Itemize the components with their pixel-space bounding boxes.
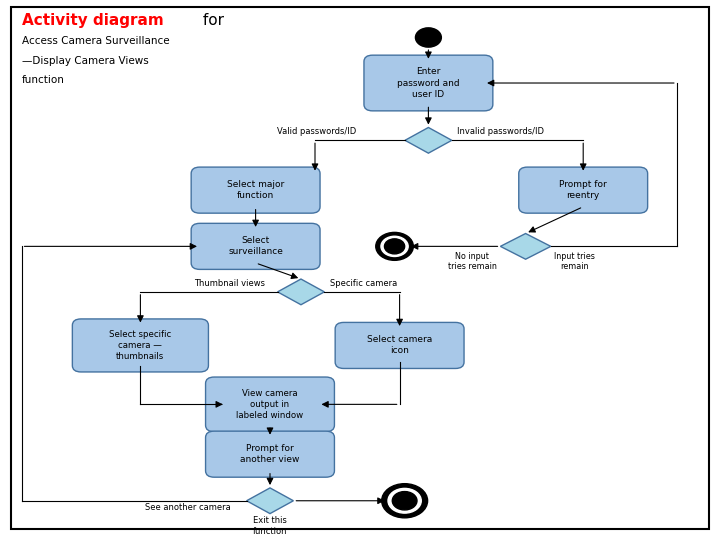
Text: Select major
function: Select major function — [227, 180, 284, 200]
Text: Invalid passwords/ID: Invalid passwords/ID — [457, 127, 544, 136]
Text: Access Camera Surveillance: Access Camera Surveillance — [22, 36, 169, 46]
Text: View camera
output in
labeled window: View camera output in labeled window — [236, 389, 304, 420]
Polygon shape — [405, 127, 452, 153]
Text: Select camera
icon: Select camera icon — [367, 335, 432, 355]
Circle shape — [376, 232, 413, 260]
FancyBboxPatch shape — [206, 431, 334, 477]
Text: Select specific
camera —
thumbnails: Select specific camera — thumbnails — [109, 330, 171, 361]
Text: Prompt for
reentry: Prompt for reentry — [559, 180, 607, 200]
Circle shape — [382, 484, 428, 518]
Text: Specific camera: Specific camera — [330, 279, 397, 288]
Text: Input tries
remain: Input tries remain — [554, 252, 595, 271]
Circle shape — [381, 236, 408, 256]
Polygon shape — [500, 233, 551, 259]
FancyBboxPatch shape — [72, 319, 209, 372]
Polygon shape — [246, 488, 294, 514]
Circle shape — [384, 239, 405, 254]
Text: See another camera: See another camera — [145, 503, 230, 512]
Text: Activity diagram: Activity diagram — [22, 14, 163, 29]
Text: Prompt for
another view: Prompt for another view — [240, 444, 300, 464]
Circle shape — [392, 491, 417, 510]
Text: Exit this
function: Exit this function — [253, 516, 287, 536]
Text: Enter
password and
user ID: Enter password and user ID — [397, 68, 459, 99]
Polygon shape — [277, 279, 324, 305]
FancyBboxPatch shape — [191, 167, 320, 213]
FancyBboxPatch shape — [206, 377, 334, 431]
Text: for: for — [198, 14, 224, 29]
FancyBboxPatch shape — [191, 224, 320, 269]
Text: Valid passwords/ID: Valid passwords/ID — [277, 127, 356, 136]
Text: —Display Camera Views: —Display Camera Views — [22, 56, 148, 66]
FancyBboxPatch shape — [518, 167, 648, 213]
Text: No input
tries remain: No input tries remain — [448, 252, 497, 271]
Circle shape — [415, 28, 441, 47]
Text: Select
surveillance: Select surveillance — [228, 237, 283, 256]
FancyBboxPatch shape — [364, 55, 492, 111]
Circle shape — [388, 488, 421, 513]
FancyBboxPatch shape — [336, 322, 464, 368]
Text: function: function — [22, 75, 65, 85]
Text: Thumbnail views: Thumbnail views — [194, 279, 265, 288]
